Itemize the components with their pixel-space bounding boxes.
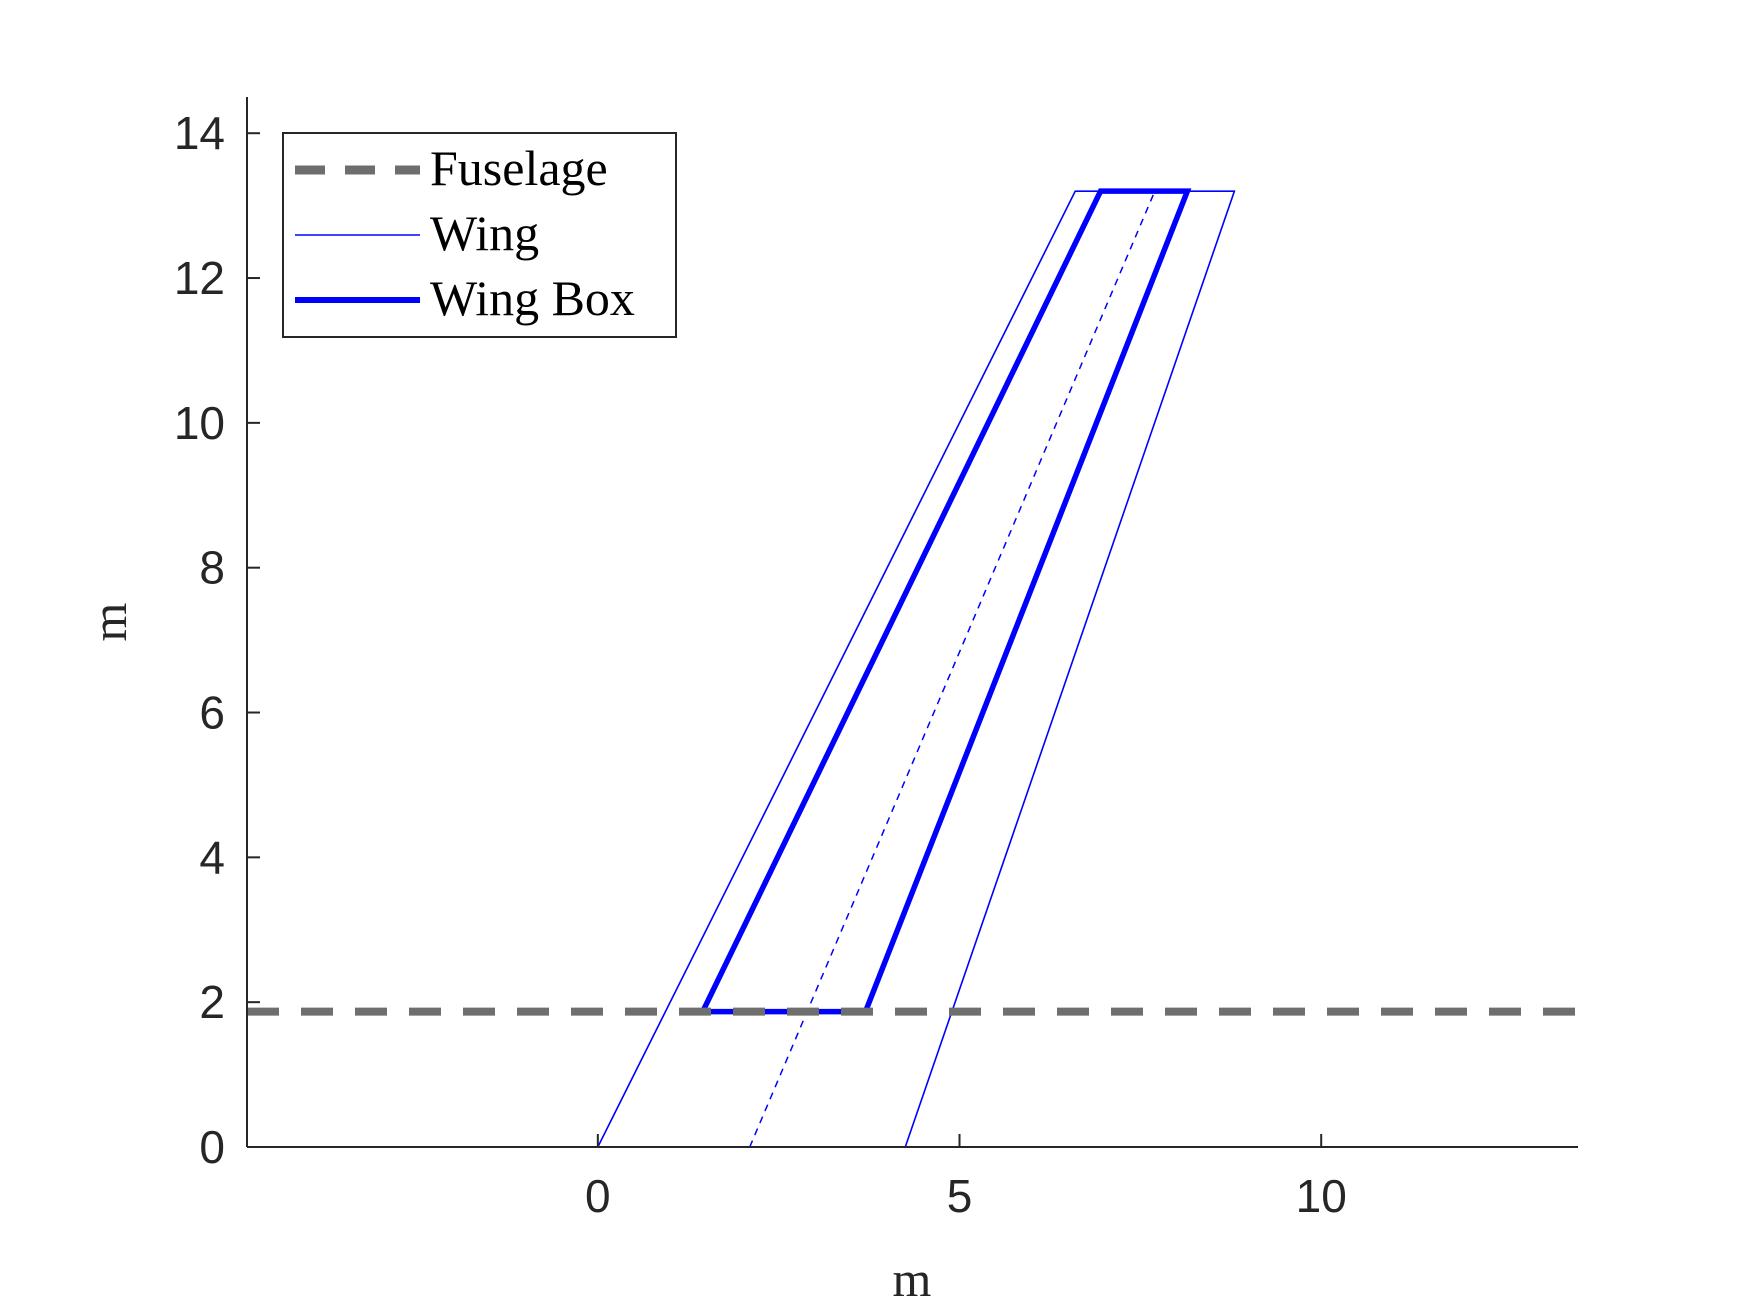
ticks: 0 5 10 0 2 4 6 8 10 12 14 — [174, 107, 1347, 1222]
x-axis-title: m — [893, 1251, 932, 1307]
x-tick-label-0: 0 — [585, 1170, 611, 1222]
y-tick-label-3: 6 — [199, 687, 225, 739]
axes — [246, 97, 1578, 1148]
y-tick-label-0: 0 — [199, 1121, 225, 1173]
y-tick-label-6: 12 — [174, 252, 225, 304]
legend: Fuselage Wing Wing Box — [282, 132, 677, 338]
y-tick-label-4: 8 — [199, 542, 225, 594]
y-tick-label-2: 4 — [199, 831, 225, 883]
y-tick-label-5: 10 — [174, 397, 225, 449]
y-tick-label-1: 2 — [199, 976, 225, 1028]
y-tick-label-7: 14 — [174, 107, 225, 159]
y-axis-title: m — [81, 602, 137, 641]
legend-label-wing: Wing — [430, 205, 539, 261]
wing-reference-line — [749, 190, 1156, 1148]
legend-label-wing-box: Wing Box — [430, 270, 635, 326]
legend-label-fuselage: Fuselage — [430, 140, 608, 196]
x-tick-label-1: 5 — [947, 1170, 973, 1222]
x-tick-label-2: 10 — [1296, 1170, 1347, 1222]
